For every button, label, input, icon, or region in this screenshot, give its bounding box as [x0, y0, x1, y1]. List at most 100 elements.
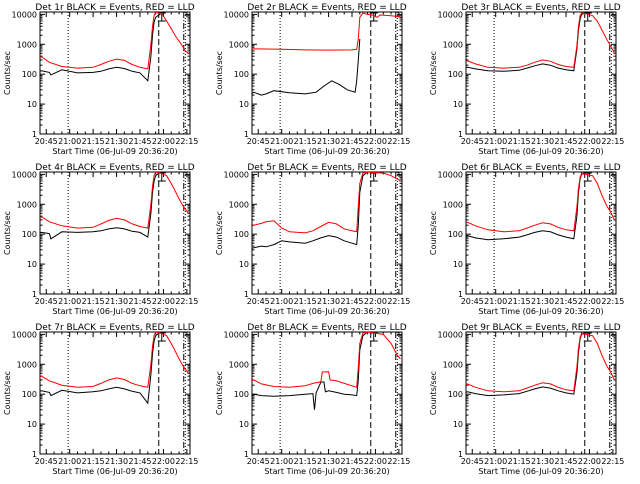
x-axis-label: Start Time (06-Jul-09 20:36:20)	[478, 307, 603, 316]
x-tick-label: 22:00	[578, 297, 601, 306]
x-tick-label: 21:30	[531, 297, 554, 306]
y-tick-label: 10	[239, 420, 249, 429]
x-tick-label: 21:15	[294, 457, 317, 466]
x-tick-label: 22:15	[387, 297, 410, 306]
x-tick-label: 20:45	[35, 137, 58, 146]
x-axis-label: Start Time (06-Jul-09 20:36:20)	[52, 307, 177, 316]
y-tick-label: 1000	[443, 200, 463, 209]
y-tick-label: 10000	[438, 330, 463, 339]
x-tick-label: 21:15	[508, 137, 531, 146]
x-tick-label: 20:45	[247, 297, 270, 306]
y-axis-label: Counts/sec	[215, 51, 224, 95]
series-line-events	[40, 332, 164, 405]
y-tick-label: 100	[448, 70, 463, 79]
x-tick-label: 21:00	[484, 297, 507, 306]
x-tick-label: 22:00	[152, 297, 175, 306]
x-tick-label: 21:15	[82, 297, 105, 306]
x-tick-label: 21:15	[508, 457, 531, 466]
x-tick-label: 22:00	[364, 457, 387, 466]
y-tick-label: 10000	[438, 10, 463, 19]
x-tick-label: 21:30	[317, 457, 340, 466]
panel-title: Det 8r BLACK = Events, RED = LLD	[247, 323, 406, 333]
detector-panel: Det 4r BLACK = Events, RED = LLD Counts/s…	[3, 163, 198, 316]
panel-title: Det 5r BLACK = Events, RED = LLD	[247, 163, 406, 173]
y-tick-label: 1	[244, 450, 249, 459]
y-tick-label: 10	[27, 100, 37, 109]
y-tick-label: 100	[448, 390, 463, 399]
y-tick-label: 1	[32, 450, 37, 459]
x-tick-label: 21:45	[128, 297, 151, 306]
y-tick-label: 10	[239, 260, 249, 269]
x-tick-label: 22:00	[364, 297, 387, 306]
y-tick-label: 10000	[224, 170, 249, 179]
panel-title: Det 1r BLACK = Events, RED = LLD	[35, 3, 194, 13]
x-tick-label: 21:00	[484, 457, 507, 466]
detector-panel: Det 1r BLACK = Events, RED = LLD Counts/s…	[3, 3, 198, 156]
y-tick-label: 1	[32, 130, 37, 139]
x-tick-label: 21:00	[58, 457, 81, 466]
y-tick-label: 100	[234, 70, 249, 79]
panel-title: Det 7r BLACK = Events, RED = LLD	[35, 323, 194, 333]
y-tick-label: 1	[458, 130, 463, 139]
y-axis-label: Counts/sec	[429, 371, 438, 415]
y-axis-label: Counts/sec	[429, 211, 438, 255]
y-tick-label: 1000	[443, 360, 463, 369]
plot-frame	[39, 11, 191, 135]
x-tick-label: 21:15	[508, 297, 531, 306]
y-tick-label: 100	[22, 230, 37, 239]
y-tick-label: 1000	[229, 360, 249, 369]
x-tick-label: 22:00	[578, 457, 601, 466]
y-tick-label: 1	[458, 450, 463, 459]
plot-frame	[465, 11, 617, 135]
x-tick-label: 22:15	[601, 457, 624, 466]
series-line-lld	[40, 172, 189, 229]
y-tick-label: 10	[27, 260, 37, 269]
x-tick-label: 20:45	[35, 297, 58, 306]
y-tick-label: 10	[453, 420, 463, 429]
x-tick-label: 22:15	[387, 137, 410, 146]
y-tick-label: 1	[244, 130, 249, 139]
x-tick-label: 21:00	[484, 137, 507, 146]
x-tick-label: 21:30	[105, 457, 128, 466]
x-tick-label: 21:30	[317, 137, 340, 146]
x-tick-label: 21:45	[128, 457, 151, 466]
y-axis-label: Counts/sec	[3, 211, 12, 255]
x-tick-label: 21:00	[270, 457, 293, 466]
x-tick-label: 22:15	[175, 297, 198, 306]
plot-frame	[251, 331, 403, 455]
series-line-events	[466, 12, 590, 72]
x-tick-label: 21:30	[531, 137, 554, 146]
series-line-lld	[466, 12, 615, 69]
y-tick-label: 100	[448, 230, 463, 239]
y-tick-label: 10000	[438, 170, 463, 179]
series-line-events	[466, 172, 590, 241]
panel-title: Det 9r BLACK = Events, RED = LLD	[461, 323, 620, 333]
x-tick-label: 21:30	[531, 457, 554, 466]
y-tick-label: 10	[453, 260, 463, 269]
y-tick-label: 10	[453, 100, 463, 109]
y-tick-label: 100	[234, 390, 249, 399]
y-tick-label: 100	[22, 70, 37, 79]
y-axis-label: Counts/sec	[3, 51, 12, 95]
y-axis-label: Counts/sec	[429, 51, 438, 95]
x-tick-label: 22:00	[578, 137, 601, 146]
x-tick-label: 21:45	[554, 457, 577, 466]
y-tick-label: 1	[244, 290, 249, 299]
plot-frame	[39, 331, 191, 455]
x-tick-label: 22:00	[152, 457, 175, 466]
detector-panel: Det 8r BLACK = Events, RED = LLD Counts/s…	[215, 323, 410, 476]
plot-frame	[39, 171, 191, 295]
series-line-events	[40, 12, 164, 82]
x-tick-label: 22:00	[364, 137, 387, 146]
x-tick-label: 21:30	[105, 137, 128, 146]
y-tick-label: 1000	[229, 200, 249, 209]
x-tick-label: 21:45	[340, 297, 363, 306]
x-tick-label: 21:00	[270, 137, 293, 146]
x-tick-label: 21:45	[554, 137, 577, 146]
plot-frame	[465, 331, 617, 455]
y-tick-label: 1000	[17, 200, 37, 209]
detector-panel: Det 7r BLACK = Events, RED = LLD Counts/s…	[3, 323, 198, 476]
y-tick-label: 10000	[12, 170, 37, 179]
